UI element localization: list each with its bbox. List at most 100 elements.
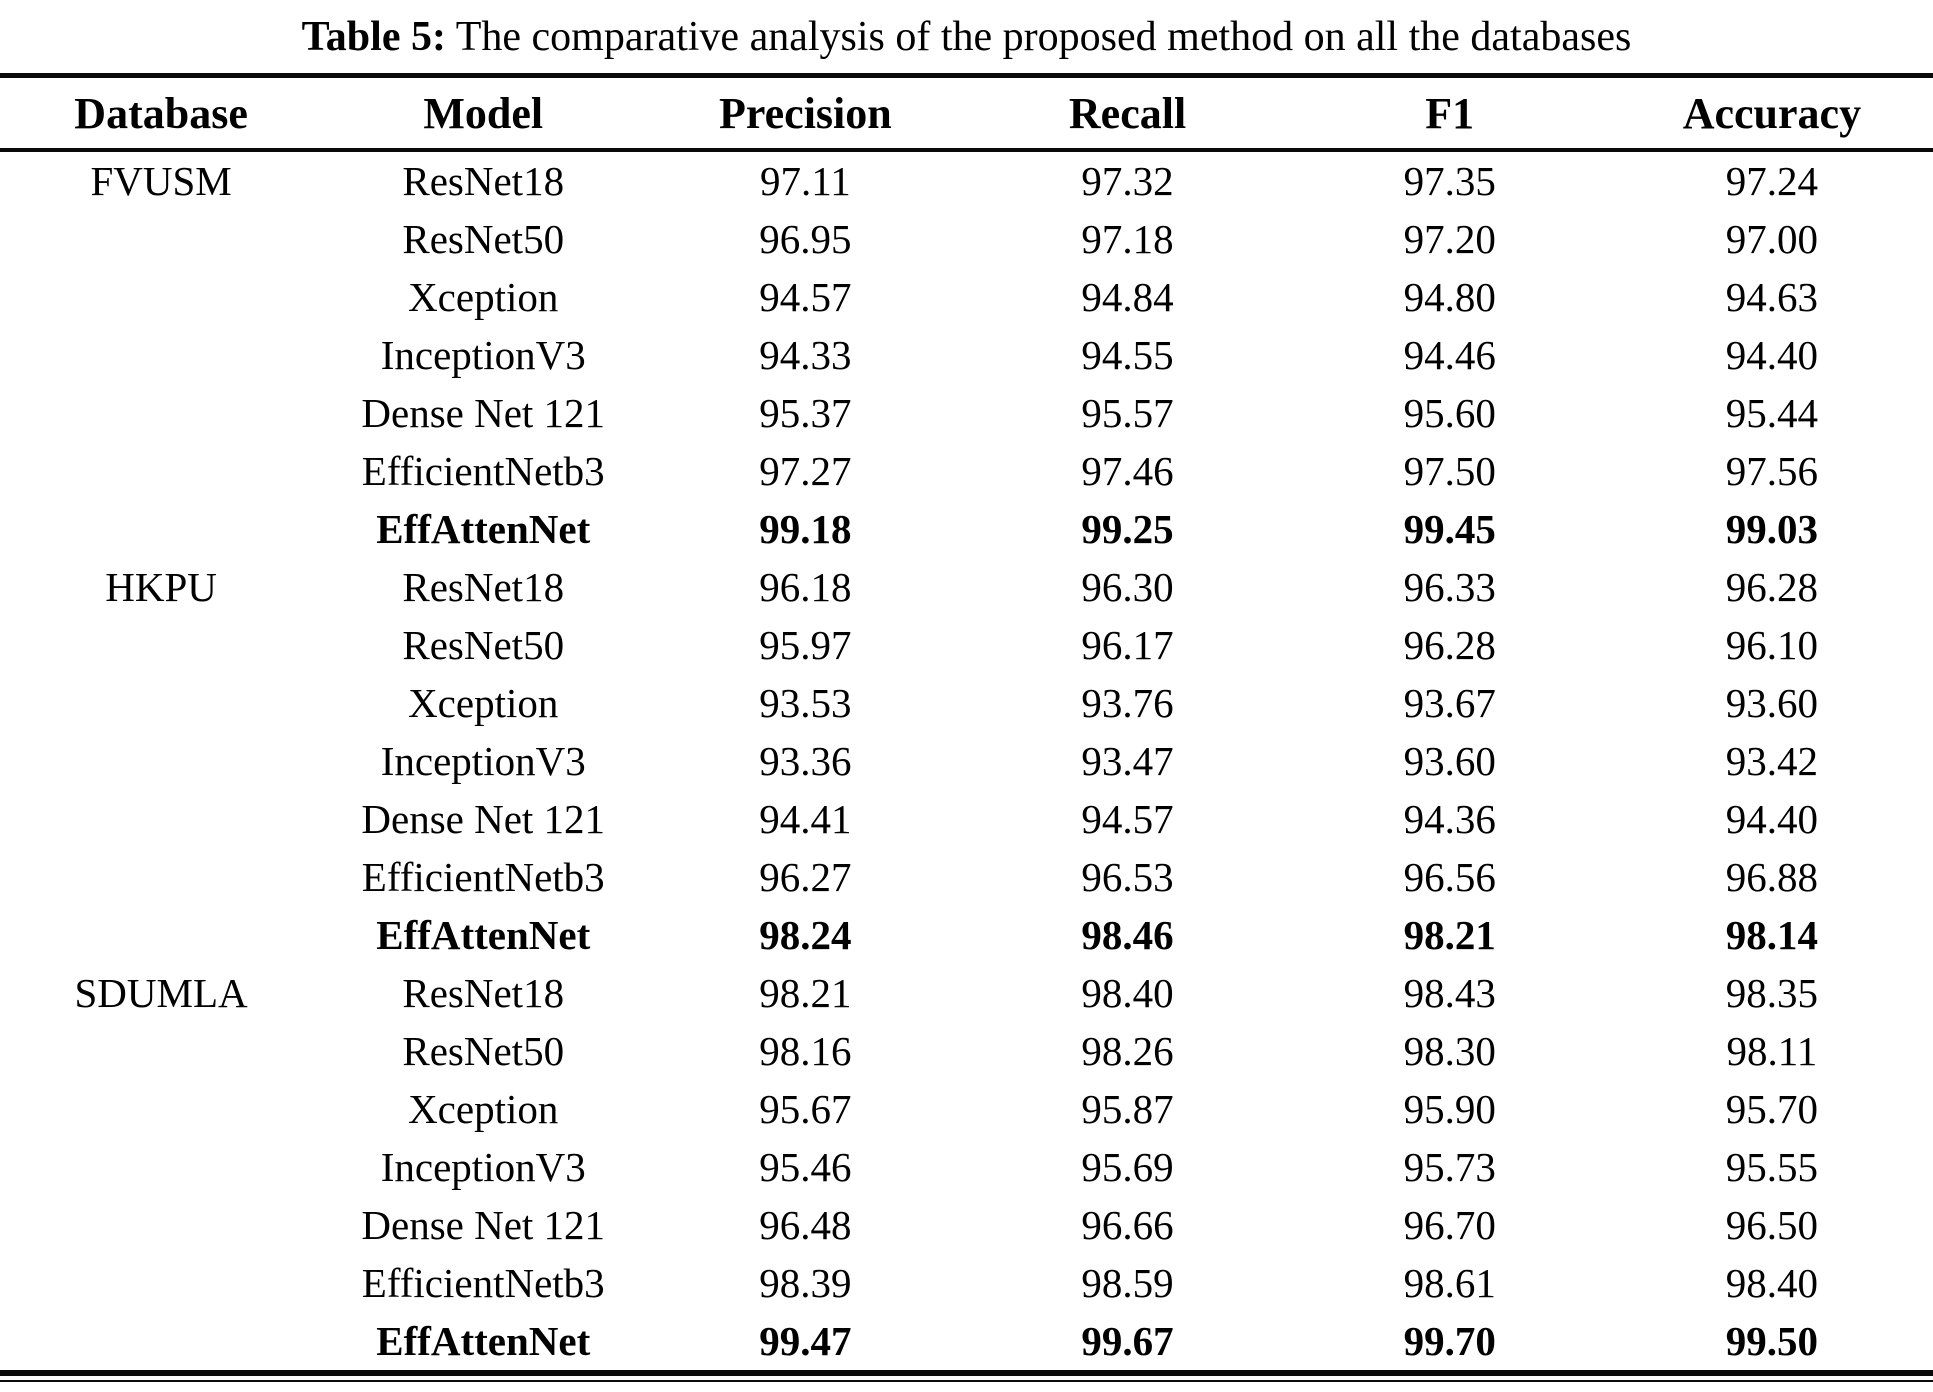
cell-precision: 93.36 (759, 738, 852, 784)
column-header-model: Model (322, 78, 645, 152)
cell-recall: 94.57 (1081, 796, 1174, 842)
cell-recall: 94.55 (1081, 332, 1174, 378)
cell-precision: 98.16 (759, 1028, 852, 1074)
cell-f1: 98.21 (1403, 912, 1496, 958)
cell-accuracy: 94.40 (1725, 796, 1819, 842)
cell-accuracy: 97.00 (1725, 216, 1819, 262)
cell-accuracy: 95.44 (1725, 390, 1819, 436)
cell-recall: 98.59 (1081, 1260, 1174, 1306)
cell-precision: 94.33 (759, 332, 852, 378)
cell-accuracy: 96.50 (1725, 1202, 1819, 1248)
table-row: Xception 93.53 93.76 93.67 93.60 (0, 674, 1933, 732)
table-bottom-rule-thin (0, 1380, 1933, 1382)
cell-model: EffAttenNet (376, 1318, 591, 1364)
table-row: EfficientNetb3 96.27 96.53 96.56 96.88 (0, 848, 1933, 906)
cell-f1: 96.56 (1403, 854, 1496, 900)
cell-database (0, 848, 322, 906)
cell-precision: 96.27 (759, 854, 852, 900)
cell-model: Dense Net 121 (361, 390, 606, 436)
cell-database (0, 210, 322, 268)
cell-model: Dense Net 121 (361, 1202, 606, 1248)
cell-model: Xception (408, 680, 559, 726)
cell-model: ResNet18 (402, 970, 565, 1016)
cell-database (0, 1080, 322, 1138)
results-table: Database Model Precision Recall F1 Accur… (0, 78, 1933, 1370)
cell-database (0, 1022, 322, 1080)
cell-model: Xception (408, 274, 559, 320)
cell-recall: 96.17 (1081, 622, 1174, 668)
table-row: Xception 95.67 95.87 95.90 95.70 (0, 1080, 1933, 1138)
cell-model: EffAttenNet (376, 506, 591, 552)
cell-model: Xception (408, 1086, 559, 1132)
cell-recall: 98.46 (1081, 912, 1174, 958)
table-row: SDUMLA ResNet18 98.21 98.40 98.43 98.35 (0, 964, 1933, 1022)
cell-f1: 96.28 (1403, 622, 1496, 668)
cell-recall: 98.26 (1081, 1028, 1174, 1074)
cell-f1: 98.30 (1403, 1028, 1496, 1074)
cell-accuracy: 94.40 (1725, 332, 1819, 378)
cell-precision: 98.21 (759, 970, 852, 1016)
cell-database (0, 268, 322, 326)
cell-precision: 95.67 (759, 1086, 852, 1132)
cell-precision: 97.27 (759, 448, 852, 494)
cell-accuracy: 98.35 (1725, 970, 1819, 1016)
header-row: Database Model Precision Recall F1 Accur… (0, 78, 1933, 152)
cell-database (0, 500, 322, 558)
cell-database (0, 790, 322, 848)
cell-accuracy: 95.55 (1725, 1144, 1819, 1190)
cell-f1: 96.70 (1403, 1202, 1496, 1248)
cell-accuracy: 98.40 (1725, 1260, 1819, 1306)
cell-recall: 96.30 (1081, 564, 1174, 610)
results-table-body: FVUSM ResNet18 97.11 97.32 97.35 97.24 ResNet5… (0, 150, 1933, 1370)
cell-f1: 97.20 (1403, 216, 1496, 262)
cell-recall: 99.25 (1081, 506, 1174, 552)
cell-recall: 98.40 (1081, 970, 1174, 1016)
cell-precision: 95.37 (759, 390, 852, 436)
cell-recall: 96.66 (1081, 1202, 1174, 1248)
cell-f1: 94.80 (1403, 274, 1496, 320)
cell-database: HKPU (105, 564, 217, 610)
column-header-accuracy: Accuracy (1610, 78, 1933, 152)
cell-f1: 95.73 (1403, 1144, 1496, 1190)
table-row: HKPU ResNet18 96.18 96.30 96.33 96.28 (0, 558, 1933, 616)
cell-database (0, 1312, 322, 1370)
cell-recall: 95.87 (1081, 1086, 1174, 1132)
cell-f1: 98.61 (1403, 1260, 1496, 1306)
cell-f1: 97.50 (1403, 448, 1496, 494)
cell-model: ResNet18 (402, 564, 565, 610)
table-row: Dense Net 121 96.48 96.66 96.70 96.50 (0, 1196, 1933, 1254)
cell-model: Dense Net 121 (361, 796, 606, 842)
cell-precision: 94.57 (759, 274, 852, 320)
cell-database (0, 1254, 322, 1312)
cell-precision: 95.46 (759, 1144, 852, 1190)
table-row: Xception 94.57 94.84 94.80 94.63 (0, 268, 1933, 326)
cell-f1: 98.43 (1403, 970, 1496, 1016)
table-caption-label: Table 5: (301, 14, 446, 60)
cell-precision: 96.48 (759, 1202, 852, 1248)
table-caption-text: The comparative analysis of the proposed… (445, 14, 1632, 60)
table-top-rule (0, 73, 1933, 78)
cell-accuracy: 96.88 (1725, 854, 1819, 900)
cell-database (0, 442, 322, 500)
cell-model: InceptionV3 (380, 332, 586, 378)
cell-recall: 95.57 (1081, 390, 1174, 436)
cell-database (0, 1138, 322, 1196)
cell-accuracy: 93.60 (1725, 680, 1819, 726)
cell-model: EfficientNetb3 (361, 854, 605, 900)
cell-accuracy: 95.70 (1725, 1086, 1819, 1132)
column-header-recall: Recall (966, 78, 1289, 152)
cell-accuracy: 98.11 (1726, 1028, 1818, 1074)
column-header-database: Database (0, 78, 323, 152)
table-row: InceptionV3 95.46 95.69 95.73 95.55 (0, 1138, 1933, 1196)
cell-f1: 94.46 (1403, 332, 1496, 378)
cell-precision: 97.11 (760, 158, 851, 204)
cell-database (0, 674, 322, 732)
cell-accuracy: 94.63 (1725, 274, 1819, 320)
table-bottom-rule-thick (0, 1370, 1933, 1376)
cell-database (0, 326, 322, 384)
table-row: InceptionV3 93.36 93.47 93.60 93.42 (0, 732, 1933, 790)
cell-accuracy: 93.42 (1725, 738, 1819, 784)
table-row: EffAttenNet 98.24 98.46 98.21 98.14 (0, 906, 1933, 964)
column-header-f1: F1 (1288, 78, 1611, 152)
